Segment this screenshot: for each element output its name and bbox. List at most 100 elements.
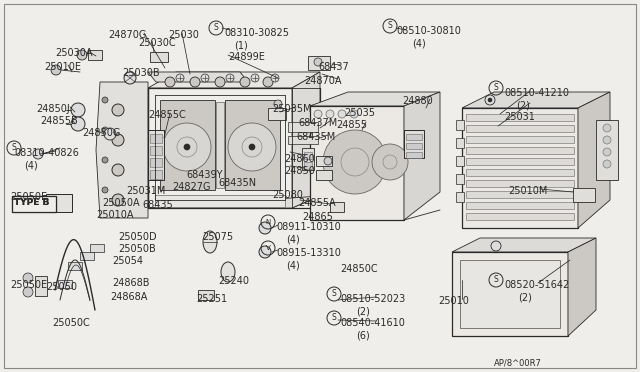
Circle shape	[603, 124, 611, 132]
Text: 25030C: 25030C	[138, 38, 175, 48]
Circle shape	[102, 127, 108, 133]
Polygon shape	[404, 92, 440, 220]
Circle shape	[104, 128, 116, 140]
Bar	[406, 134, 422, 140]
Circle shape	[176, 74, 184, 82]
Text: 24855: 24855	[336, 120, 367, 130]
Text: (4): (4)	[286, 234, 300, 244]
Circle shape	[485, 95, 495, 105]
Bar	[148, 130, 164, 180]
Circle shape	[271, 74, 279, 82]
Text: 25010M: 25010M	[508, 186, 547, 196]
Circle shape	[102, 157, 108, 163]
Polygon shape	[148, 72, 320, 88]
Text: 25035: 25035	[344, 108, 375, 118]
Text: 68437M: 68437M	[298, 118, 337, 128]
Text: (2): (2)	[516, 100, 530, 110]
Text: (6): (6)	[356, 330, 370, 340]
Text: 24870A: 24870A	[304, 76, 342, 86]
Text: 25080: 25080	[272, 190, 303, 200]
Text: (4): (4)	[24, 160, 38, 170]
Text: 24870G: 24870G	[108, 30, 147, 40]
Circle shape	[259, 222, 271, 234]
Circle shape	[23, 273, 33, 283]
Text: 08915-13310: 08915-13310	[276, 248, 341, 258]
Text: (1): (1)	[234, 40, 248, 50]
Bar	[216, 102, 224, 188]
Bar	[12, 196, 56, 212]
Text: 24865: 24865	[302, 212, 333, 222]
Text: 25010A: 25010A	[96, 210, 134, 220]
Bar	[466, 213, 574, 220]
Text: 25050E: 25050E	[10, 192, 47, 202]
Circle shape	[314, 110, 322, 118]
Text: 08510-30810: 08510-30810	[396, 26, 461, 36]
Circle shape	[251, 74, 259, 82]
Bar	[404, 130, 424, 158]
Bar	[466, 147, 574, 154]
Text: 24880: 24880	[402, 96, 433, 106]
Circle shape	[77, 50, 87, 60]
Text: 24850: 24850	[284, 166, 315, 176]
Text: 68435N: 68435N	[218, 178, 256, 188]
Bar	[456, 120, 464, 130]
Bar	[466, 114, 574, 121]
Bar	[573, 188, 595, 202]
Text: 25030: 25030	[168, 30, 199, 40]
Circle shape	[314, 58, 322, 66]
Text: 25031M: 25031M	[126, 186, 165, 196]
Text: N: N	[266, 219, 271, 225]
Text: 25240: 25240	[218, 276, 249, 286]
Circle shape	[184, 144, 190, 150]
Ellipse shape	[203, 231, 217, 253]
Text: 24850J: 24850J	[36, 104, 70, 114]
Circle shape	[372, 144, 408, 180]
Text: 25031: 25031	[504, 112, 535, 122]
Bar	[288, 122, 318, 132]
Circle shape	[603, 148, 611, 156]
Circle shape	[165, 77, 175, 87]
Circle shape	[350, 110, 358, 118]
Circle shape	[240, 77, 250, 87]
Polygon shape	[452, 238, 596, 252]
Text: 08540-41610: 08540-41610	[340, 318, 405, 328]
Circle shape	[71, 117, 85, 131]
Circle shape	[274, 100, 282, 108]
Bar	[155, 195, 285, 207]
Bar	[288, 136, 318, 144]
Bar	[466, 125, 574, 132]
Circle shape	[603, 136, 611, 144]
Ellipse shape	[221, 262, 235, 282]
Text: 24855B: 24855B	[40, 116, 77, 126]
Bar	[316, 170, 332, 180]
Circle shape	[491, 241, 501, 251]
Bar	[46, 194, 72, 212]
Bar	[90, 244, 104, 252]
Bar	[406, 143, 422, 149]
Text: S: S	[493, 83, 499, 93]
Text: 68439Y: 68439Y	[186, 170, 223, 180]
Circle shape	[323, 130, 387, 194]
Circle shape	[112, 164, 124, 176]
Bar	[58, 280, 72, 288]
Polygon shape	[568, 238, 596, 336]
Text: 25050C: 25050C	[52, 318, 90, 328]
Circle shape	[112, 104, 124, 116]
Bar	[268, 108, 286, 120]
Polygon shape	[310, 92, 440, 106]
Polygon shape	[578, 92, 610, 228]
Text: 08310-30825: 08310-30825	[224, 28, 289, 38]
Text: 08520-51642: 08520-51642	[504, 280, 569, 290]
Text: S: S	[332, 289, 337, 298]
Circle shape	[201, 74, 209, 82]
Bar	[452, 252, 568, 336]
Polygon shape	[148, 196, 320, 208]
Bar	[304, 162, 312, 169]
Text: S: S	[332, 314, 337, 323]
Bar	[160, 100, 215, 190]
Bar	[150, 170, 162, 179]
Text: 24827G: 24827G	[172, 182, 211, 192]
Circle shape	[603, 160, 611, 168]
Bar	[150, 52, 168, 62]
Circle shape	[228, 123, 276, 171]
